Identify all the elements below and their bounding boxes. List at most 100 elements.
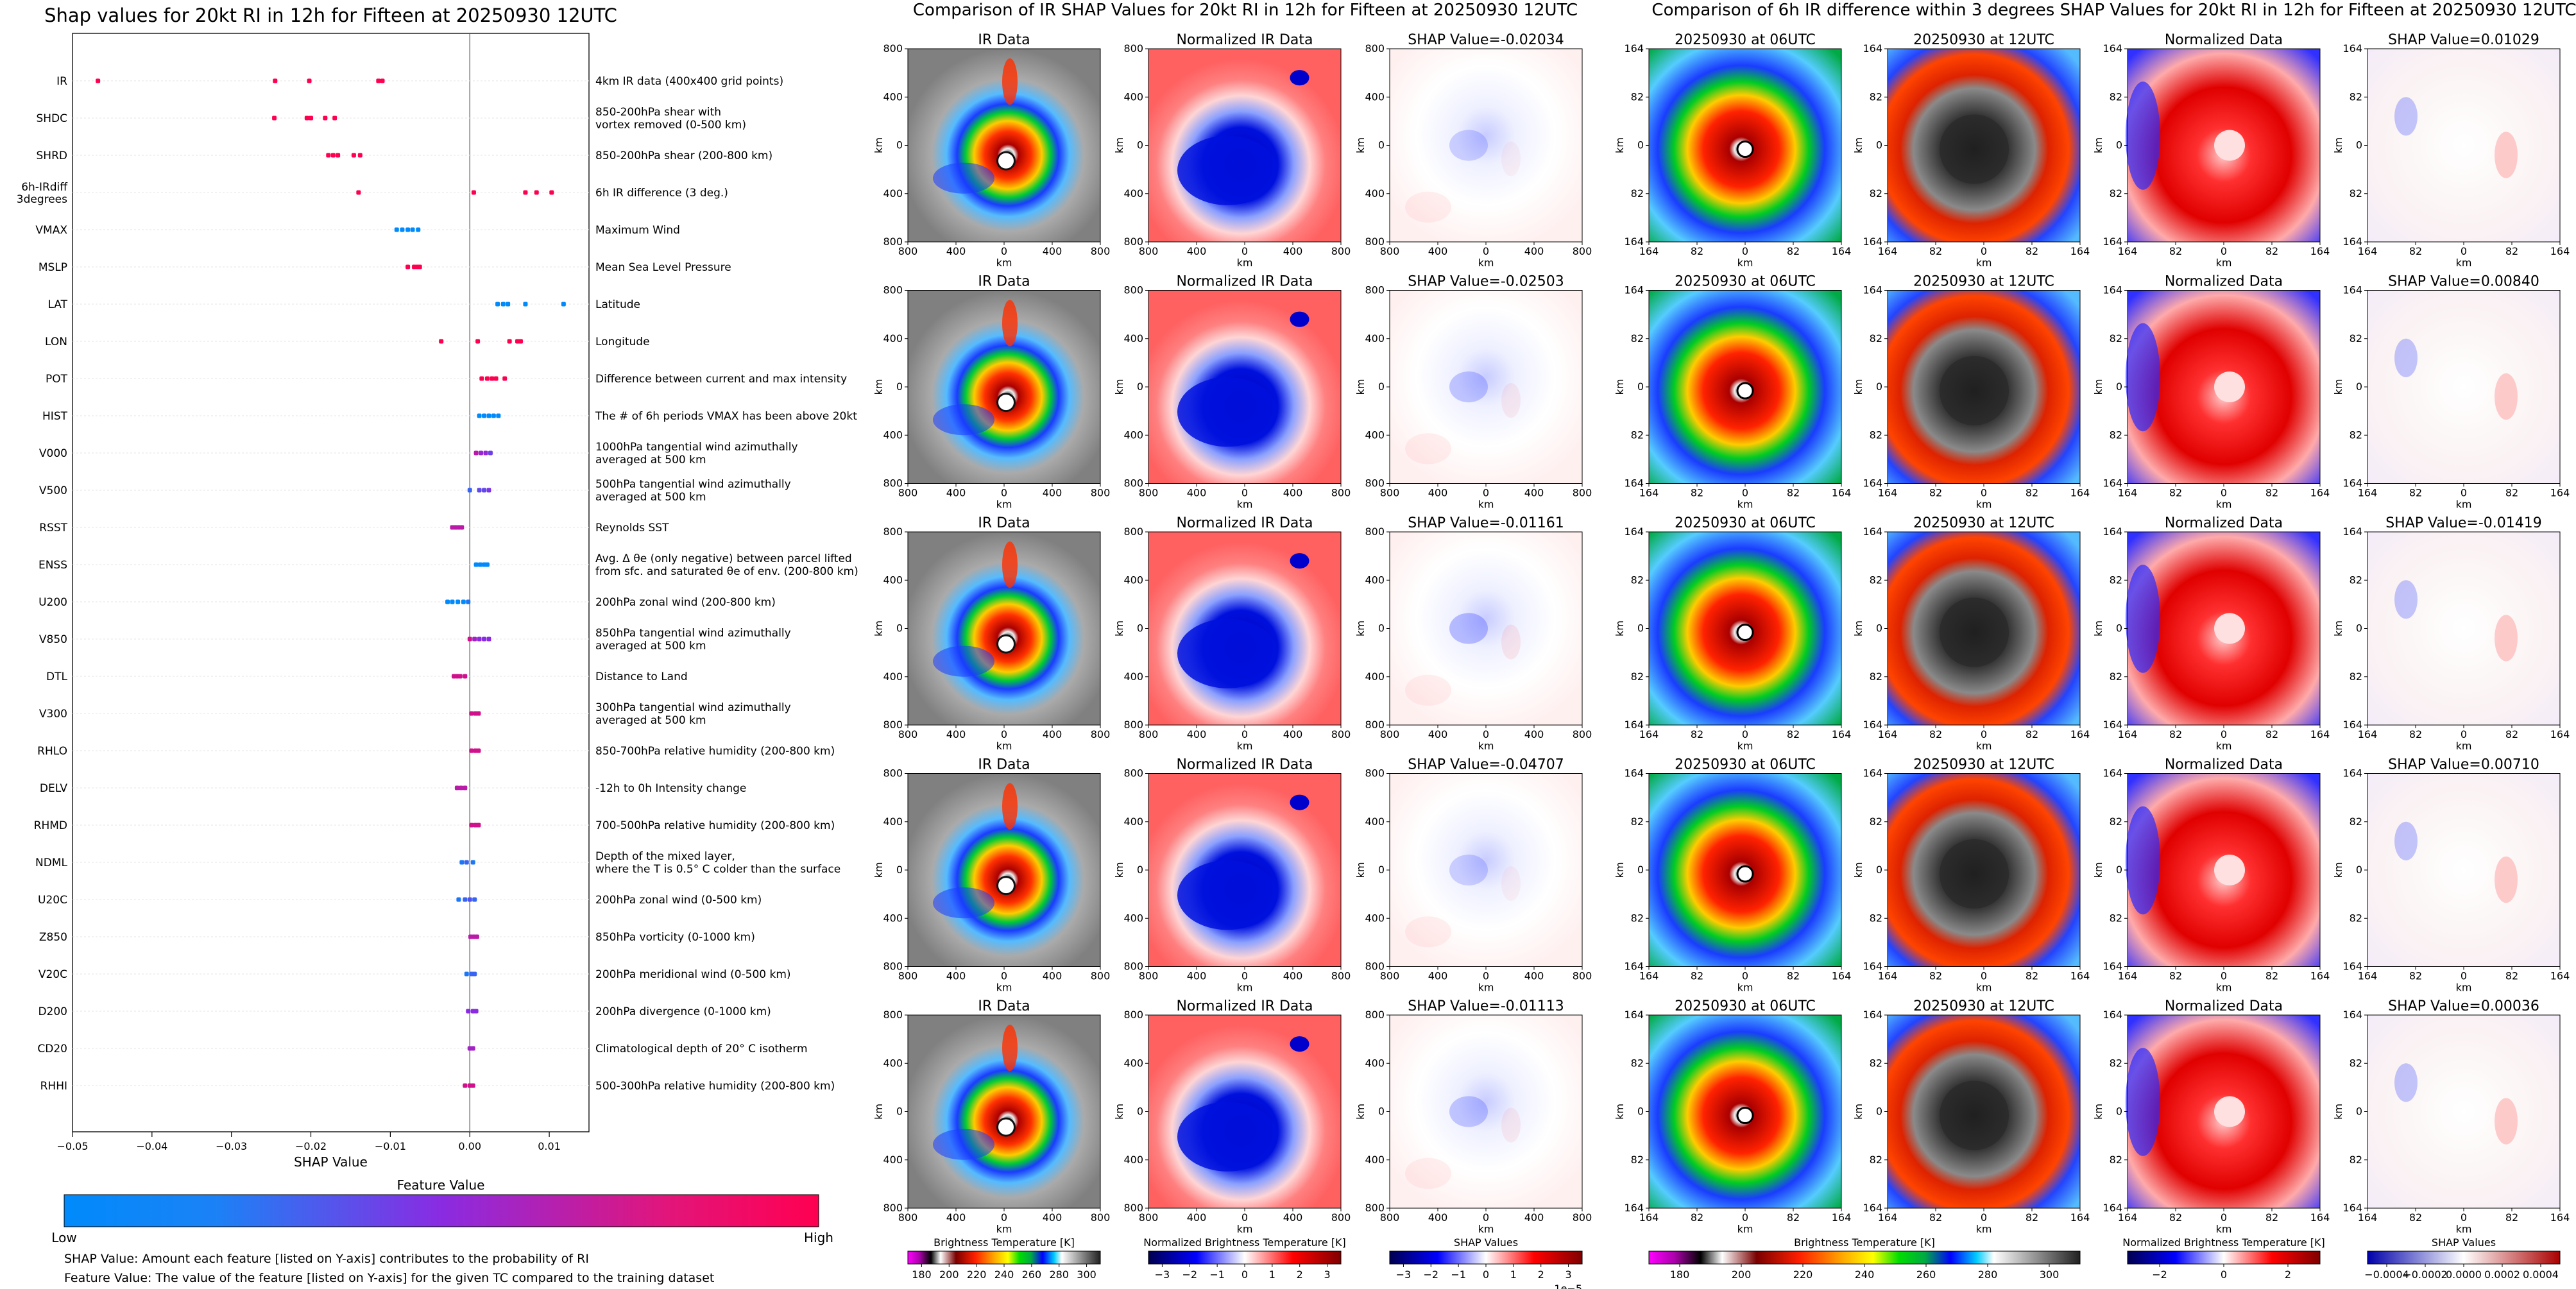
panel-x-tick: 800 <box>1139 1211 1159 1224</box>
panel-x-tick: 0 <box>2461 245 2467 257</box>
panel-x-unit: km <box>1478 982 1494 994</box>
panel-x-tick: 82 <box>2505 245 2518 257</box>
panel-x-tick: 400 <box>1187 487 1207 499</box>
colorbar-title: Feature Value <box>397 1177 485 1193</box>
panel-y-unit: km <box>2332 379 2344 395</box>
panel-y-tick: 82 <box>2350 90 2362 103</box>
feature-label: HIST <box>42 410 68 423</box>
panel-y-tick: 0 <box>1137 380 1143 393</box>
x-tick-label: −0.03 <box>216 1140 247 1152</box>
panel-x-tick: 82 <box>1929 487 1942 499</box>
panel-x-tick: 400 <box>946 728 966 740</box>
diff-panel-r1-c0: 20250930 at 06UTC1641648282008282164164k… <box>1614 274 1851 511</box>
panel-x-tick: 400 <box>1187 728 1207 740</box>
panel-x-unit: km <box>1976 740 1992 752</box>
panel-title: SHAP Value=-0.02034 <box>1408 32 1564 48</box>
panel-y-tick: 164 <box>2103 960 2122 973</box>
panel-x-tick: 800 <box>1091 970 1111 982</box>
feature-description: Reynolds SST <box>595 522 669 534</box>
panel-x-tick: 400 <box>1187 970 1207 982</box>
panel-x-tick: 800 <box>1380 728 1400 740</box>
shap-point <box>502 376 508 381</box>
panel-y-tick: 164 <box>2342 284 2362 296</box>
shap-point <box>495 302 500 307</box>
ir-panel-r4-c2: SHAP Value=-0.01113800800400400004004008… <box>1354 998 1592 1235</box>
panel-image-shap <box>1390 532 1582 725</box>
shap-point <box>469 748 474 753</box>
panel-y-tick: 164 <box>1863 767 1882 780</box>
feature-label: ENSS <box>38 559 67 572</box>
panel-y-tick: 800 <box>883 525 903 538</box>
panel-x-tick: 0 <box>1981 970 1987 982</box>
shap-point <box>439 339 444 344</box>
panel-x-tick: 164 <box>2310 1211 2330 1224</box>
panel-x-tick: 400 <box>1524 728 1544 740</box>
panel-y-tick: 400 <box>1123 332 1143 345</box>
panel-x-tick: 0 <box>1981 728 1987 740</box>
feature-label: LAT <box>47 298 67 311</box>
panel-title: Normalized IR Data <box>1176 757 1313 773</box>
panel-x-tick: 0 <box>1483 728 1489 740</box>
panel-y-unit: km <box>1354 862 1367 878</box>
panel-y-tick: 400 <box>1123 912 1143 924</box>
panel-y-tick: 0 <box>1876 139 1882 151</box>
shap-plot-title: Shap values for 20kt RI in 12h for Fifte… <box>44 4 617 26</box>
panel-x-tick: 82 <box>2169 728 2182 740</box>
panel-x-tick: 0 <box>1981 1211 1987 1224</box>
panel-x-unit: km <box>996 499 1012 511</box>
feature-description: Avg. Δ θe (only negative) between parcel… <box>595 552 858 578</box>
shap-point <box>307 78 312 83</box>
colorbar <box>1148 1251 1342 1265</box>
panel-y-tick: 0 <box>2356 864 2362 876</box>
panel-y-tick: 800 <box>1365 1202 1385 1214</box>
panel-x-tick: 0 <box>2461 728 2467 740</box>
panel-title: Normalized IR Data <box>1176 32 1313 48</box>
ir-panel-r2-c1: Normalized IR Data8008004004000040040080… <box>1113 515 1351 752</box>
shap-point <box>484 562 490 567</box>
panel-x-tick: 82 <box>2265 728 2278 740</box>
feature-label: VMAX <box>35 224 67 237</box>
panel-y-tick: 800 <box>1365 1009 1385 1021</box>
panel-title: SHAP Value=-0.01419 <box>2385 515 2542 531</box>
shap-point <box>330 153 336 158</box>
footnote-feature: Feature Value: The value of the feature … <box>64 1271 714 1285</box>
panel-y-tick: 400 <box>1365 1154 1385 1166</box>
shap-point <box>459 785 464 790</box>
feature-description: Latitude <box>595 298 640 311</box>
panel-image-ds <box>2367 773 2560 967</box>
panel-title: 20250930 at 06UTC <box>1675 515 1816 531</box>
shap-point <box>272 115 277 121</box>
shap-point <box>523 302 528 307</box>
colorbar-tick: 200 <box>939 1268 959 1281</box>
panel-y-tick: 82 <box>2350 429 2362 441</box>
panel-y-tick: 82 <box>1631 187 1644 200</box>
shap-point <box>470 1046 475 1051</box>
panel-title: IR Data <box>978 515 1030 531</box>
colorbar-tick: 180 <box>912 1268 932 1281</box>
diff-panel-r4-c1: 20250930 at 12UTC1641648282008282164164k… <box>1852 998 2090 1235</box>
shap-point <box>523 190 528 195</box>
feature-description: 1000hPa tangential wind azimuthally avera… <box>595 441 798 466</box>
panel-y-tick: 164 <box>2103 1009 2122 1021</box>
shap-point <box>459 525 465 530</box>
panel-x-tick: 800 <box>1573 970 1592 982</box>
panel-y-unit: km <box>1354 137 1367 153</box>
panel-x-tick: 164 <box>1878 245 1898 257</box>
shap-point <box>463 1083 468 1088</box>
x-tick-label: −0.02 <box>295 1140 327 1152</box>
panel-y-unit: km <box>2092 1104 2104 1120</box>
panel-y-tick: 400 <box>1123 815 1143 828</box>
panel-y-tick: 0 <box>1137 864 1143 876</box>
shap-point <box>454 785 459 790</box>
panel-x-tick: 164 <box>2118 1211 2138 1224</box>
shap-point <box>507 339 512 344</box>
colorbar-tick: 240 <box>994 1268 1014 1281</box>
feature-description: Climatological depth of 20° C isotherm <box>595 1043 808 1055</box>
panel-x-tick: 0 <box>1483 245 1489 257</box>
panel-y-tick: 400 <box>1365 1057 1385 1069</box>
shap-point <box>469 823 474 828</box>
panel-x-tick: 0 <box>1241 970 1248 982</box>
shap-point <box>483 450 488 456</box>
panel-y-tick: 82 <box>1631 429 1644 441</box>
panel-x-tick: 0 <box>2221 970 2227 982</box>
